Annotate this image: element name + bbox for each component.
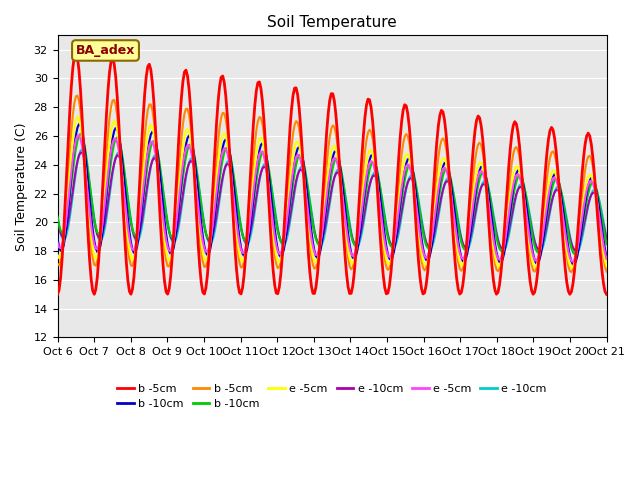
Text: BA_adex: BA_adex <box>76 44 135 57</box>
Title: Soil Temperature: Soil Temperature <box>267 15 397 30</box>
Y-axis label: Soil Temperature (C): Soil Temperature (C) <box>15 122 28 251</box>
Legend: b -5cm, b -10cm, b -5cm, b -10cm, e -5cm, e -10cm, e -5cm, e -10cm: b -5cm, b -10cm, b -5cm, b -10cm, e -5cm… <box>113 379 551 414</box>
